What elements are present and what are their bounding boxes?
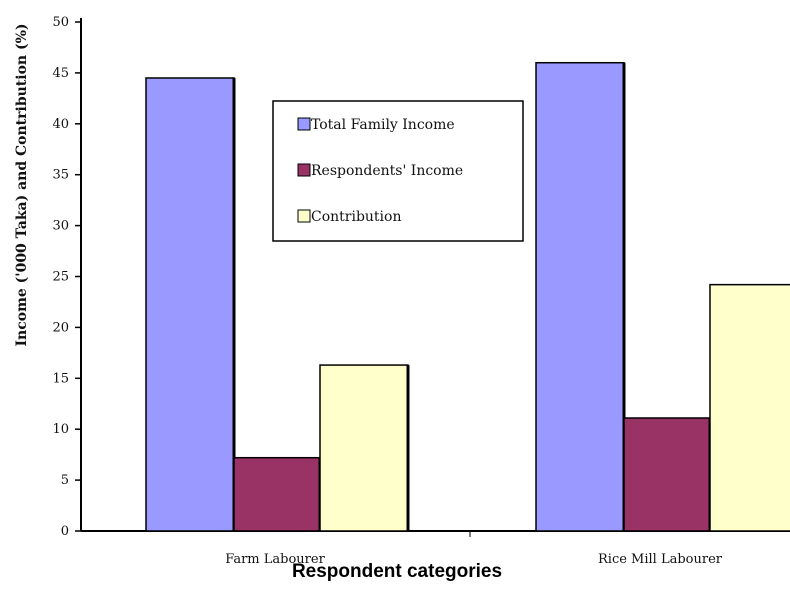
bars [145,61,790,532]
x-tick-label: Rice Mill Labourer [598,552,723,567]
y-tick-label: 10 [52,422,69,437]
bar-respondents-income [233,456,321,532]
y-tick-label: 45 [52,66,69,81]
y-tick-label: 50 [52,15,69,30]
y-tick-label: 30 [52,219,69,234]
y-tick-label: 20 [52,320,69,335]
legend: Total Family Income Respondents' Income Co… [272,100,524,242]
y-tick-label: 0 [61,524,69,539]
legend-swatch [297,209,311,223]
bar-total-family-income [145,77,235,532]
y-tick-label: 5 [61,473,69,488]
legend-label: Contribution [311,209,401,225]
y-axis-label: Income ('000 Taka) and Contribution (%) [14,23,30,346]
bar-contribution [319,364,409,532]
bar-total-family-income [535,61,625,532]
legend-box [272,100,524,242]
legend-label: Respondents' Income [311,163,463,179]
legend-swatch [297,163,311,177]
legend-label: Total Family Income [311,117,455,133]
y-tick-label: 40 [52,117,69,132]
bar-contribution [709,283,790,532]
bar-respondents-income [623,417,711,532]
y-tick-label: 25 [52,270,69,285]
x-tick-label: Farm Labourer [225,552,325,567]
legend-swatch [297,117,311,131]
x-axis-label: Respondent categories [292,561,502,582]
y-axis: 0 5 10 15 20 25 30 35 40 45 50 [52,15,82,539]
y-tick-label: 15 [52,371,69,386]
y-tick-label: 35 [52,168,69,183]
